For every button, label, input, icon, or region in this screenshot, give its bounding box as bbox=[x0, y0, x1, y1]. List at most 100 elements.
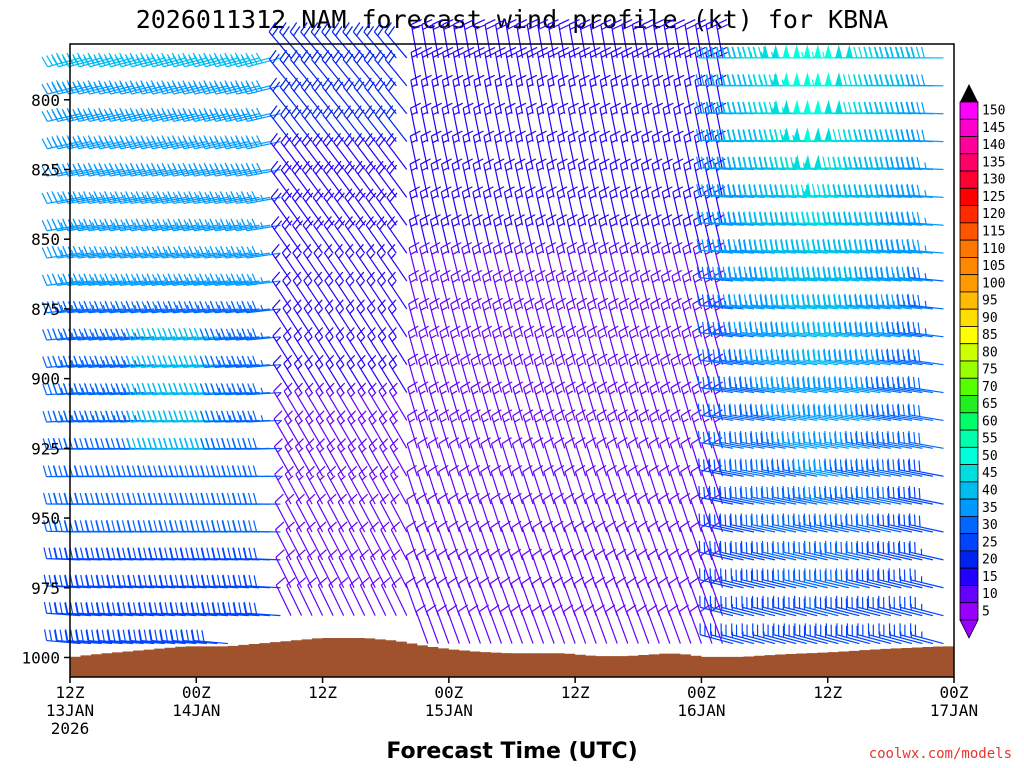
wind-barb bbox=[793, 568, 828, 589]
wind-barb bbox=[376, 216, 397, 254]
wind-barb bbox=[833, 266, 870, 282]
wind-barb bbox=[761, 431, 797, 449]
wind-barb bbox=[359, 549, 376, 589]
wind-barb bbox=[689, 604, 702, 644]
wind-barb bbox=[596, 381, 608, 421]
wind-barb bbox=[437, 548, 450, 588]
wind-barbs bbox=[41, 19, 944, 645]
wind-barb bbox=[545, 186, 557, 226]
wind-barb bbox=[241, 162, 281, 177]
wind-barb bbox=[531, 548, 545, 588]
wind-barb bbox=[468, 576, 481, 616]
x-tick-label: 12Z bbox=[813, 683, 842, 702]
wind-barb bbox=[781, 321, 818, 338]
wind-barb bbox=[568, 46, 581, 86]
wind-barb bbox=[588, 130, 600, 170]
wind-barb bbox=[771, 458, 807, 477]
wind-barb bbox=[659, 381, 671, 421]
wind-barb bbox=[449, 381, 460, 421]
wind-barb bbox=[500, 576, 513, 616]
wind-barb bbox=[280, 132, 303, 170]
wind-barb bbox=[670, 353, 682, 393]
wind-barb bbox=[683, 130, 695, 170]
wind-barb bbox=[739, 376, 776, 394]
colorbar-swatch bbox=[959, 498, 979, 517]
wind-barb bbox=[386, 160, 408, 198]
wind-barb bbox=[338, 549, 355, 589]
wind-barb bbox=[780, 211, 818, 226]
wind-barb bbox=[178, 218, 218, 232]
colorbar-label: 150 bbox=[982, 104, 1005, 119]
wind-barb bbox=[387, 299, 408, 338]
wind-barb bbox=[546, 158, 558, 198]
wind-barb bbox=[271, 216, 292, 254]
wind-barb bbox=[511, 437, 524, 477]
wind-barb bbox=[697, 321, 734, 338]
wind-barb bbox=[331, 22, 355, 59]
wind-barb bbox=[825, 568, 860, 589]
wind-barb bbox=[365, 160, 387, 198]
wind-barb bbox=[233, 601, 270, 617]
wind-barb bbox=[597, 269, 609, 310]
wind-barb bbox=[630, 186, 642, 226]
wind-barb bbox=[546, 102, 558, 142]
wind-barb bbox=[616, 492, 629, 533]
wind-barb bbox=[679, 548, 692, 588]
wind-barb bbox=[428, 409, 439, 449]
colorbar-label: 95 bbox=[982, 294, 998, 309]
colorbar-label: 110 bbox=[982, 242, 1005, 257]
wind-barb bbox=[641, 102, 653, 142]
wind-barb bbox=[898, 568, 934, 589]
wind-barb bbox=[814, 568, 849, 589]
wind-barb bbox=[338, 577, 355, 616]
wind-barb bbox=[385, 77, 408, 115]
wind-barb bbox=[544, 325, 556, 365]
wind-barb bbox=[491, 409, 503, 449]
wind-barb bbox=[599, 102, 611, 142]
wind-barb bbox=[490, 520, 503, 561]
wind-barb bbox=[447, 604, 460, 644]
wind-barb bbox=[290, 77, 313, 115]
wind-barb bbox=[683, 158, 694, 198]
wind-barb bbox=[370, 549, 387, 589]
wind-barb bbox=[684, 46, 697, 86]
wind-barb bbox=[472, 158, 484, 198]
wind-barb bbox=[595, 465, 608, 505]
wind-barb bbox=[727, 211, 765, 226]
wind-barb bbox=[651, 130, 663, 170]
wind-barb bbox=[501, 465, 513, 505]
wind-barb bbox=[409, 186, 421, 226]
wind-barb bbox=[490, 465, 503, 505]
wind-barb bbox=[698, 458, 734, 477]
wind-barb bbox=[492, 297, 503, 337]
wind-barb bbox=[286, 577, 303, 616]
wind-barb bbox=[598, 186, 610, 226]
wind-barb bbox=[898, 513, 934, 533]
wind-barb bbox=[409, 102, 422, 142]
wind-barb bbox=[566, 214, 578, 254]
wind-barb bbox=[877, 485, 913, 505]
wind-barb bbox=[652, 102, 664, 142]
wind-barb bbox=[617, 437, 629, 477]
wind-barb bbox=[149, 629, 186, 645]
wind-barb bbox=[327, 549, 345, 589]
wind-barb bbox=[345, 299, 366, 338]
wind-barb bbox=[605, 576, 618, 616]
wind-barb bbox=[865, 321, 902, 338]
wind-barb bbox=[553, 520, 566, 561]
wind-barb bbox=[692, 297, 703, 337]
wind-barb bbox=[631, 19, 644, 59]
wind-barb bbox=[834, 348, 870, 366]
wind-barb bbox=[605, 548, 618, 588]
wind-barb bbox=[370, 577, 387, 616]
wind-barb bbox=[303, 299, 324, 338]
wind-barb bbox=[836, 595, 870, 617]
wind-barb bbox=[480, 381, 492, 421]
wind-barb bbox=[647, 576, 660, 616]
wind-barb bbox=[782, 127, 818, 143]
wind-barb bbox=[450, 214, 462, 254]
colorbar-swatch bbox=[959, 533, 979, 552]
wind-barb bbox=[514, 186, 526, 226]
wind-barb bbox=[418, 325, 430, 365]
wind-barb bbox=[833, 211, 870, 226]
